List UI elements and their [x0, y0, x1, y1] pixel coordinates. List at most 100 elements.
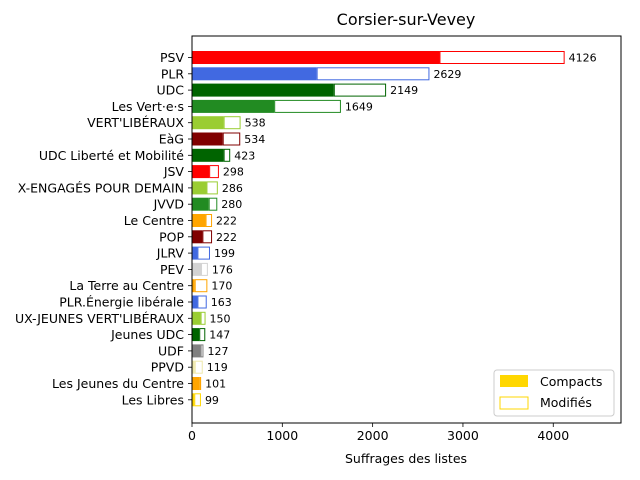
y-tick-label: Le Centre — [124, 213, 185, 228]
bar-compacts — [192, 246, 198, 260]
bar-modifies — [200, 311, 206, 325]
legend-label-modifies: Modifiés — [540, 395, 592, 410]
value-label: 99 — [205, 394, 219, 407]
legend-swatch-compacts — [500, 375, 528, 387]
value-label: 222 — [216, 231, 237, 244]
bar-compacts — [192, 279, 195, 293]
y-tick-label: Les Vert·e·s — [112, 99, 184, 114]
bar-compacts — [192, 360, 195, 374]
bar-modifies — [333, 83, 387, 97]
bar-modifies — [316, 67, 430, 81]
y-tick-label: PEV — [160, 262, 184, 277]
bar-modifies — [199, 328, 206, 342]
y-tick-label: UDC Liberté et Mobilité — [39, 148, 184, 163]
value-label: 286 — [222, 182, 243, 195]
bar-modifies — [223, 116, 241, 130]
y-tick-label: JSV — [163, 164, 185, 179]
y-tick-label: VERT'LIBÉRAUX — [87, 115, 184, 130]
bar-modifies — [197, 295, 207, 309]
bar-compacts — [192, 83, 334, 97]
y-tick-label: EàG — [159, 132, 184, 147]
bar-compacts — [192, 99, 275, 113]
bar-modifies — [202, 230, 213, 244]
bar-compacts — [192, 165, 210, 179]
bar-modifies — [223, 148, 231, 162]
bar-compacts — [192, 311, 201, 325]
bar-compacts — [192, 197, 209, 211]
bar-modifies — [439, 51, 565, 64]
bar-compacts — [192, 377, 200, 390]
value-label: 4126 — [569, 52, 597, 65]
bar-modifies — [205, 214, 213, 227]
value-label: 423 — [234, 149, 255, 162]
value-label: 163 — [211, 296, 232, 309]
value-labels: 4126 2629 2149 1649 538 534 423 298 286 280 222 222… — [205, 52, 597, 407]
bar-modifies — [206, 181, 218, 195]
x-tick-label: 0 — [188, 428, 196, 443]
y-tick-label: PLR — [161, 66, 185, 81]
bar-compacts — [192, 295, 198, 309]
axes-frame — [191, 35, 622, 424]
value-label: 298 — [223, 166, 244, 179]
x-tick-label: 4000 — [537, 428, 569, 443]
value-label: 101 — [205, 378, 226, 391]
bar-modifies — [194, 393, 201, 407]
bar-modifies — [194, 360, 203, 374]
y-tick-label: UDC — [156, 83, 184, 98]
bar-compacts — [192, 230, 203, 244]
y-tick-label: UDF — [158, 343, 184, 358]
y-tick-label: JLRV — [156, 246, 185, 261]
value-label: 2149 — [390, 84, 418, 97]
y-tick-label: Les Libres — [122, 392, 184, 407]
value-label: 534 — [244, 133, 265, 146]
x-ticks: 0 1000 2000 3000 4000 — [188, 423, 569, 443]
bar-modifies — [197, 246, 210, 260]
value-label: 280 — [221, 198, 242, 211]
y-tick-label: JVVD — [153, 197, 184, 212]
value-label: 538 — [245, 117, 266, 130]
legend: Compacts Modifiés — [493, 369, 615, 417]
bar-modifies — [274, 99, 341, 113]
bar-modifies — [200, 344, 204, 358]
bar-compacts — [192, 214, 206, 227]
bar-modifies — [194, 279, 208, 293]
y-tick-label: UX-JEUNES VERT'LIBÉRAUX — [15, 311, 184, 326]
legend-swatch-modifies — [499, 396, 529, 410]
x-tick-label: 3000 — [447, 428, 479, 443]
bar-compacts — [192, 344, 201, 358]
value-label: 222 — [216, 215, 237, 228]
bar-compacts — [192, 116, 224, 130]
bar-compacts — [192, 67, 317, 81]
bar-compacts — [192, 148, 224, 162]
value-label: 150 — [210, 312, 231, 325]
bar-compacts — [192, 262, 202, 276]
bar-compacts — [192, 393, 195, 407]
y-tick-label: POP — [159, 229, 184, 244]
bars-group — [192, 51, 565, 407]
value-label: 170 — [211, 280, 232, 293]
bar-modifies — [208, 197, 218, 211]
bar-compacts — [192, 328, 200, 342]
x-tick-label: 2000 — [357, 428, 389, 443]
y-tick-label: PPVD — [151, 360, 184, 375]
y-tick-label: X-ENGAGÉS POUR DEMAIN — [18, 180, 184, 195]
bar-modifies — [201, 262, 208, 276]
legend-label-compacts: Compacts — [540, 374, 602, 389]
bar-modifies — [209, 165, 219, 179]
y-tick-label: PSV — [160, 50, 184, 65]
y-tick-label: Les Jeunes du Centre — [52, 376, 184, 391]
value-label: 199 — [214, 247, 235, 260]
x-axis-label: Suffrages des listes — [345, 451, 467, 466]
y-tick-label: Jeunes UDC — [110, 327, 184, 342]
value-label: 127 — [207, 345, 228, 358]
value-label: 119 — [207, 361, 228, 374]
x-tick-label: 1000 — [266, 428, 298, 443]
value-label: 1649 — [345, 100, 373, 113]
bar-compacts — [192, 181, 207, 195]
y-tick-label: PLR.Énergie libérale — [59, 295, 184, 310]
value-label: 2629 — [433, 68, 461, 81]
chart-title: Corsier-sur-Vevey — [337, 10, 476, 29]
bar-compacts — [192, 132, 223, 146]
value-label: 147 — [209, 329, 230, 342]
